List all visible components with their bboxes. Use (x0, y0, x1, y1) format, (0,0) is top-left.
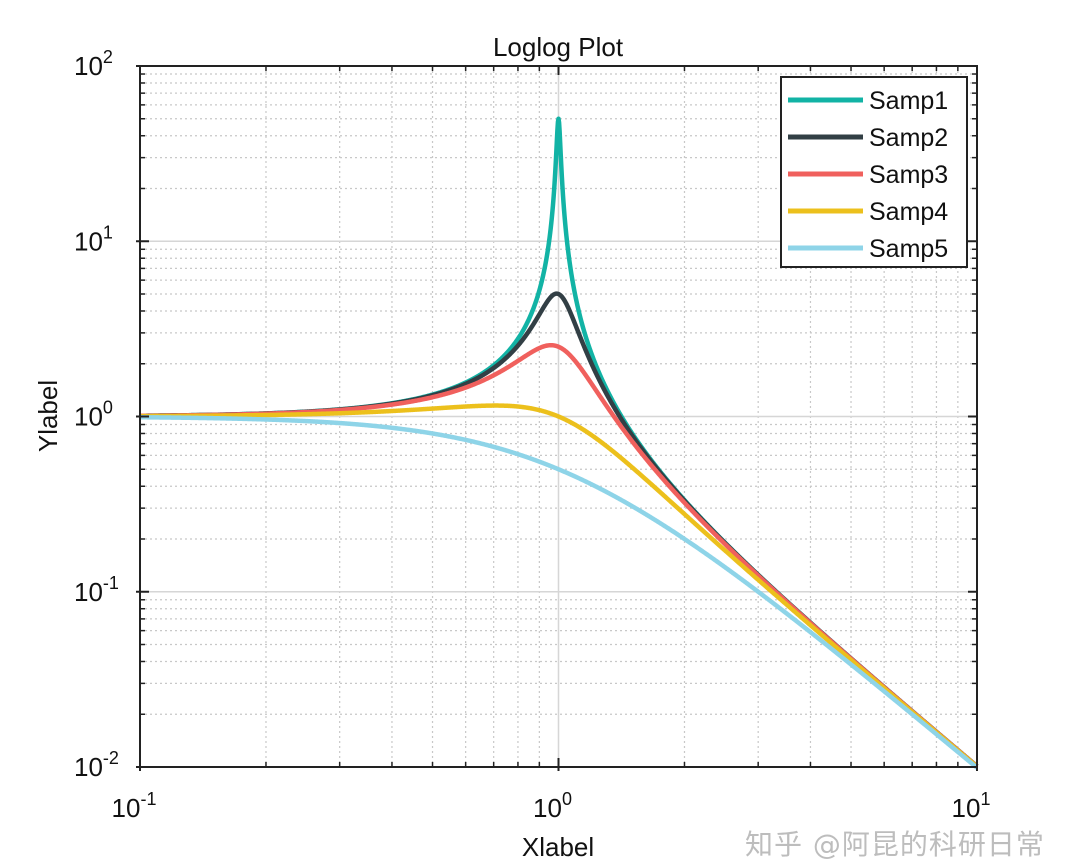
y-axis-label: Ylabel (33, 380, 63, 452)
legend-label: Samp2 (869, 124, 948, 152)
series-line-samp5 (138, 415, 979, 770)
y-tick-label: 101 (74, 222, 113, 256)
x-tick-label: 10-1 (112, 789, 157, 823)
legend-label: Samp1 (869, 87, 948, 115)
y-tick-label: 10-2 (74, 748, 119, 782)
y-tick-label: 102 (74, 47, 113, 81)
x-tick-label: 101 (952, 789, 991, 823)
ticks (136, 65, 978, 771)
tick-labels: 10-1 100 101 10-2 10-1 100 101 102 (74, 47, 990, 823)
legend-label: Samp5 (869, 235, 948, 263)
chart-title: Loglog Plot (493, 32, 624, 62)
legend-label: Samp4 (869, 198, 948, 226)
x-tick-label: 100 (533, 789, 572, 823)
x-axis-label: Xlabel (522, 832, 594, 862)
curves (138, 116, 979, 770)
series-line-samp4 (138, 403, 979, 769)
legend: Samp1 Samp2 Samp3 Samp4 Samp5 (780, 76, 968, 268)
legend-label: Samp3 (869, 161, 948, 189)
y-tick-label: 100 (74, 398, 113, 432)
y-tick-label: 10-1 (74, 573, 119, 607)
watermark: 知乎 @阿昆的科研日常 (745, 828, 1045, 861)
